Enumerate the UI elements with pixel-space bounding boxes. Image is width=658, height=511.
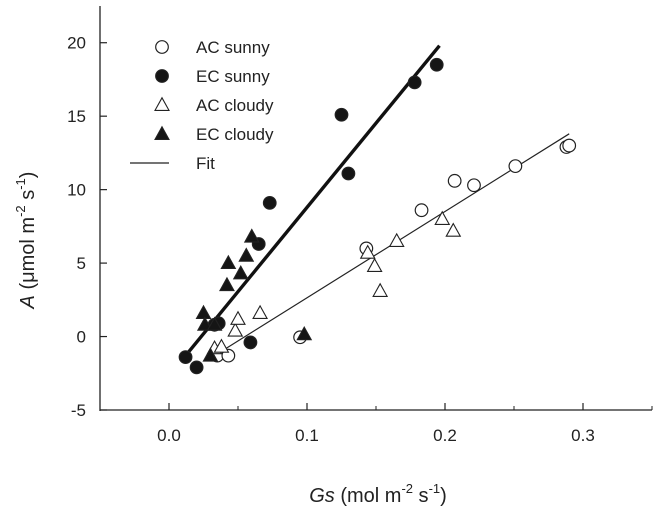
legend-ec-sunny-marker [155,69,169,83]
legend-ac-sunny-label: AC sunny [196,38,270,57]
y-tick-label: 0 [77,328,86,347]
legend-ac-cloudy-marker [154,96,170,111]
y-axis-title-mid: s [17,190,39,206]
y-tick-label: -5 [71,401,86,420]
ec-sunny-point [178,350,193,365]
ac-cloudy-point [445,222,462,237]
legend-fit-label: Fit [196,154,215,173]
y-axis-title-sup2: -1 [13,178,28,190]
ac-sunny-point [562,138,577,153]
ac-cloudy-point [230,310,246,325]
y-axis-title: A (μmol m-2 s-1) [13,172,39,310]
ac-cloudy-point [359,244,376,259]
x-tick-label: 0.0 [157,426,181,445]
ec-cloudy-point [202,347,219,362]
ac-sunny-point [467,178,481,193]
x-tick-label: 0.1 [295,426,319,445]
ec-cloudy-point [206,316,223,331]
ec-cloudy-point [220,254,237,270]
legend-ac-cloudy-label: AC cloudy [196,96,274,115]
x-axis-title-post: ) [440,485,447,507]
y-tick-label: 10 [67,181,86,200]
y-tick-label: 20 [67,34,86,53]
x-axis-title-italic: Gs [309,485,335,507]
x-axis-ticks: 0.0 0.1 0.2 0.3 [157,403,653,445]
y-axis-title-pre2: mol m [17,217,39,271]
ec-sunny-point [341,166,356,181]
ec-sunny-point [429,57,444,72]
ac-cloudy-point [434,210,451,225]
x-axis-title-mid: s [413,485,429,507]
legend-ec-sunny-label: EC sunny [196,67,270,86]
legend-ec-cloudy-marker [154,125,170,140]
ec-cloudy-point [232,265,249,280]
data-points [178,57,577,375]
ac-sunny-point [414,203,429,218]
legend: AC sunny EC sunny AC cloudy EC cloudy Fit [130,38,274,173]
ac-cloudy-point [372,282,389,297]
y-tick-label: 5 [77,254,86,273]
fit-lines [184,44,570,357]
ec-cloudy-point [296,326,313,341]
x-axis-title-pre: (mol m [335,485,402,507]
ac-cloudy-point [227,322,244,337]
ec-sunny-point [243,335,258,350]
ec-cloudy-point [195,304,212,319]
ac-cloudy-point [252,304,269,319]
x-tick-label: 0.3 [571,426,595,445]
y-axis-title-italic: A [17,295,39,309]
y-axis-title-mu: μ [17,271,39,283]
y-axis-title-post: ) [17,172,39,179]
ec-cloudy-point [219,276,235,292]
ec-cloudy-point [243,228,260,243]
y-tick-label: 15 [67,107,86,126]
axes [99,6,652,411]
legend-ac-sunny-marker [155,40,169,54]
ac-sunny-point [508,159,523,174]
ac-cloudy-point [213,338,230,353]
y-axis-title-sup1: -2 [13,205,28,217]
ec-sunny-point [189,360,204,375]
fit-line-ec [184,44,441,357]
ec-cloudy-point [196,316,213,331]
ac-sunny-point [447,173,462,188]
x-axis-title: Gs (mol m-2 s-1) [309,481,447,507]
x-tick-label: 0.2 [433,426,457,445]
x-axis-title-sup2: -1 [429,481,441,496]
ec-sunny-point [262,195,277,210]
ec-sunny-point [407,75,422,90]
ac-cloudy-point [388,232,405,248]
ac-cloudy-point [366,257,383,272]
ec-sunny-point [334,107,349,122]
y-axis-ticks: -5 0 5 10 15 20 [67,34,107,420]
y-axis-title-pre: ( [17,283,39,296]
ec-cloudy-point [238,247,255,262]
legend-ec-cloudy-label: EC cloudy [196,125,274,144]
x-axis-title-sup1: -2 [401,481,413,496]
